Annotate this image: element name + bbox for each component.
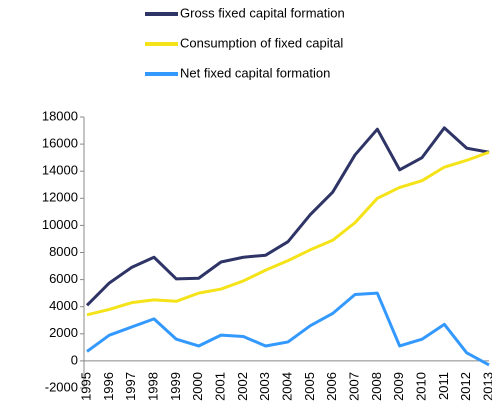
x-tick-label: 2004 [279,372,294,401]
y-tick-label: -2000 [45,379,78,394]
y-tick-label: 4000 [49,298,78,313]
y-tick-label: 2000 [49,325,78,340]
legend-label: Consumption of fixed capital [180,35,343,50]
x-tick-label: 2002 [235,372,250,401]
x-tick-label: 1996 [101,372,116,401]
x-tick-label: 2001 [212,372,227,401]
legend-label: Net fixed capital formation [180,65,330,80]
x-tick-label: 1995 [78,372,93,401]
x-tick-label: 2007 [346,372,361,401]
y-tick-label: 18000 [42,108,78,123]
y-tick-label: 10000 [42,217,78,232]
y-tick-label: 14000 [42,163,78,178]
x-tick-label: 2012 [458,372,473,401]
x-tick-label: 2006 [324,372,339,401]
x-tick-label: 2010 [413,372,428,401]
y-tick-label: 16000 [42,136,78,151]
x-tick-label: 2005 [302,372,317,401]
x-tick-label: 1998 [145,372,160,401]
legend-label: Gross fixed capital formation [180,5,345,20]
y-tick-label: 0 [71,352,78,367]
series-line [86,150,490,317]
x-tick-label: 2003 [257,372,272,401]
x-tick-label: 1997 [123,372,138,401]
x-tick-label: 2013 [480,372,492,401]
x-tick-label: 2000 [190,372,205,401]
x-tick-label: 2008 [369,372,384,401]
series-line [85,126,490,307]
y-tick-label: 6000 [49,271,78,286]
y-tick-label: 12000 [42,190,78,205]
x-tick-label: 2009 [391,372,406,401]
series-line [86,291,490,367]
y-tick-label: 8000 [49,244,78,259]
x-tick-label: 2011 [436,372,451,400]
x-tick-label: 1999 [168,372,183,401]
